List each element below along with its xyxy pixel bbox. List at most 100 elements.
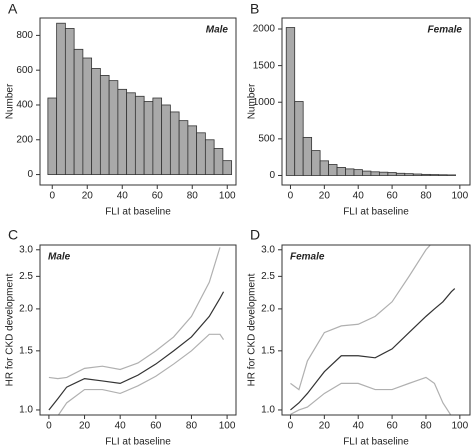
bar: [196, 132, 206, 175]
panel-label: D: [250, 227, 260, 243]
y-axis-label: Number: [247, 83, 258, 119]
y-tick-label: 1.5: [19, 345, 33, 356]
bar: [222, 160, 233, 175]
x-tick-label: 100: [451, 421, 468, 432]
bar: [56, 22, 66, 175]
line: [290, 245, 432, 391]
bar: [370, 171, 380, 176]
y-axis-label: Number: [5, 83, 16, 119]
x-tick-label: 20: [79, 421, 91, 432]
bar: [311, 150, 321, 176]
y-axis-label: HR for CKD development: [247, 273, 258, 386]
x-tick-label: 80: [420, 421, 432, 432]
line: [57, 333, 225, 415]
x-axis-label: FLI at baseline: [105, 207, 171, 218]
x-tick-label: 60: [387, 421, 399, 432]
y-tick-label: 2.0: [19, 304, 33, 315]
bar: [353, 169, 363, 176]
x-tick-label: 100: [219, 191, 236, 202]
x-tick-label: 20: [82, 191, 94, 202]
x-axis-label: FLI at baseline: [343, 207, 409, 218]
y-tick-label: 3.0: [261, 244, 275, 255]
annotation: Male: [48, 252, 71, 263]
bar: [169, 111, 180, 175]
y-tick-label: 500: [258, 133, 275, 144]
plot-area: [48, 247, 225, 415]
bar: [64, 28, 75, 175]
plot-area: [285, 27, 457, 176]
bar: [446, 174, 457, 176]
y-axis-label: HR for CKD development: [5, 273, 16, 386]
x-tick-label: 40: [353, 191, 365, 202]
plot-frame: [39, 244, 237, 416]
bar: [91, 68, 101, 175]
plot-frame: [39, 17, 237, 186]
bar: [134, 95, 145, 175]
annotation: Female: [428, 25, 463, 36]
bar: [387, 172, 397, 176]
x-tick-label: 0: [46, 421, 52, 432]
x-tick-label: 40: [115, 421, 127, 432]
x-tick-label: 100: [219, 421, 236, 432]
plot-frame: [281, 17, 471, 186]
bar: [421, 173, 431, 176]
bar: [73, 48, 84, 175]
y-tick-label: 1.0: [19, 405, 33, 416]
bar: [412, 173, 423, 176]
y-tick-label: 200: [16, 134, 33, 145]
bar: [204, 139, 215, 175]
y-tick-label: 2000: [253, 24, 276, 35]
y-tick-label: 2.5: [19, 271, 33, 282]
panel-label: A: [8, 1, 18, 17]
bar: [47, 97, 58, 175]
line: [290, 376, 452, 415]
bar: [404, 173, 414, 176]
bar: [99, 75, 110, 175]
y-tick-label: 600: [16, 65, 33, 76]
bar: [362, 170, 372, 176]
x-axis-label: FLI at baseline: [343, 437, 409, 448]
y-tick-label: 1.0: [261, 405, 275, 416]
y-tick-label: 1500: [253, 60, 276, 71]
x-tick-label: 100: [451, 191, 468, 202]
y-tick-label: 2.5: [261, 271, 275, 282]
plot-area: [47, 22, 233, 175]
bar: [294, 101, 304, 176]
bar: [108, 80, 119, 175]
bar: [345, 168, 355, 176]
y-tick-label: 400: [16, 100, 33, 111]
x-tick-label: 40: [353, 421, 365, 432]
y-tick-label: 2.0: [261, 304, 275, 315]
x-axis-label: FLI at baseline: [105, 437, 171, 448]
x-tick-label: 20: [319, 421, 331, 432]
y-tick-label: 1000: [253, 97, 276, 108]
x-tick-label: 80: [186, 421, 198, 432]
y-tick-label: 0: [269, 170, 275, 181]
x-tick-label: 80: [187, 191, 199, 202]
bar: [152, 97, 163, 175]
bar: [438, 174, 448, 176]
x-tick-label: 0: [49, 191, 55, 202]
x-tick-label: 60: [152, 191, 164, 202]
bar: [378, 171, 389, 176]
bar: [161, 104, 171, 175]
bar: [187, 125, 198, 175]
bar: [178, 120, 189, 175]
x-tick-label: 20: [319, 191, 331, 202]
x-tick-label: 40: [117, 191, 129, 202]
plot-frame: [281, 244, 471, 416]
panel-label: C: [8, 227, 18, 243]
bar: [126, 92, 136, 175]
bar: [302, 136, 313, 176]
bar: [328, 164, 338, 176]
bar: [395, 172, 406, 176]
annotation: Female: [290, 252, 325, 263]
line: [48, 247, 221, 380]
x-tick-label: 80: [420, 191, 432, 202]
bar: [143, 101, 154, 175]
x-tick-label: 60: [387, 191, 399, 202]
y-tick-label: 800: [16, 30, 33, 41]
y-tick-label: 0: [27, 169, 33, 180]
bar: [429, 174, 440, 176]
